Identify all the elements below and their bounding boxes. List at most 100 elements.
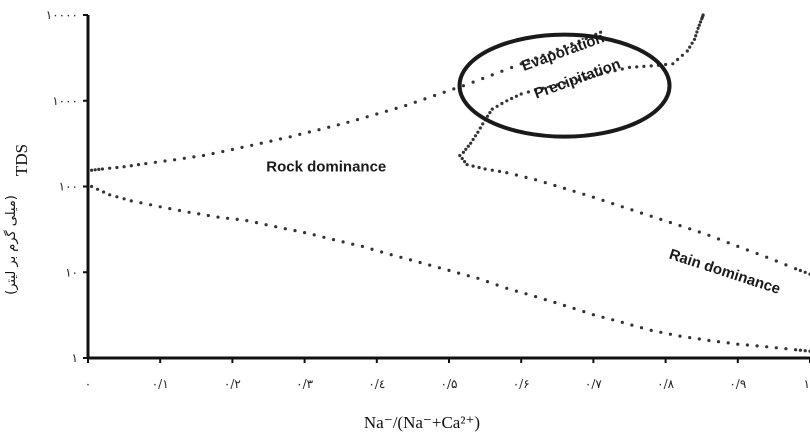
data-point bbox=[139, 201, 143, 205]
data-point bbox=[384, 109, 388, 113]
data-point bbox=[490, 107, 494, 111]
data-point bbox=[408, 258, 413, 262]
data-point bbox=[613, 69, 617, 73]
data-point bbox=[477, 165, 481, 170]
data-point bbox=[288, 135, 292, 139]
data-point bbox=[399, 255, 403, 259]
data-point bbox=[478, 126, 482, 130]
data-point bbox=[541, 53, 545, 57]
data-point bbox=[696, 26, 700, 30]
data-point bbox=[688, 336, 692, 340]
y-tick-label: ۱ bbox=[72, 351, 78, 365]
data-point bbox=[794, 348, 798, 352]
x-tick-label: ۰/۱ bbox=[152, 377, 169, 391]
data-point bbox=[466, 274, 470, 278]
data-point bbox=[582, 192, 586, 196]
data-point bbox=[122, 165, 126, 169]
data-point bbox=[577, 78, 581, 82]
x-tick-label: ۰/۶ bbox=[513, 377, 530, 391]
x-tick-label: ۰/۳ bbox=[296, 377, 313, 391]
data-point bbox=[336, 123, 340, 127]
data-point bbox=[668, 332, 673, 336]
data-point bbox=[389, 253, 393, 257]
data-point bbox=[707, 338, 711, 343]
data-point bbox=[755, 344, 759, 348]
data-point bbox=[307, 130, 311, 134]
data-point bbox=[599, 72, 603, 76]
data-point bbox=[716, 340, 721, 344]
data-point bbox=[476, 130, 480, 134]
data-point bbox=[375, 112, 379, 116]
data-point bbox=[269, 139, 273, 143]
data-point bbox=[562, 44, 567, 49]
data-point bbox=[90, 184, 94, 189]
data-point bbox=[601, 315, 605, 319]
x-tick-label: ۰/۵ bbox=[441, 377, 458, 391]
data-point bbox=[543, 298, 547, 302]
data-point bbox=[555, 83, 559, 87]
data-point bbox=[707, 233, 711, 237]
data-point bbox=[584, 76, 588, 80]
data-point bbox=[216, 215, 220, 219]
data-points bbox=[90, 13, 810, 353]
data-point bbox=[471, 137, 475, 142]
data-point bbox=[351, 242, 355, 246]
data-point bbox=[798, 348, 803, 352]
data-point bbox=[794, 267, 798, 271]
data-point bbox=[505, 171, 509, 175]
data-point bbox=[534, 56, 538, 60]
data-point bbox=[96, 187, 100, 191]
data-point bbox=[115, 165, 119, 170]
data-point bbox=[458, 153, 462, 158]
data-point bbox=[447, 268, 451, 272]
data-point bbox=[659, 217, 663, 221]
y-tick-label: ۱۰ bbox=[65, 265, 78, 279]
data-point bbox=[464, 147, 468, 151]
y-tick-label: ۱۰۰۰ bbox=[52, 94, 78, 108]
data-point bbox=[115, 195, 119, 199]
data-point bbox=[90, 168, 94, 172]
data-point bbox=[490, 73, 494, 77]
data-point bbox=[303, 231, 307, 235]
data-point bbox=[471, 164, 475, 168]
data-point bbox=[519, 92, 523, 96]
y-ticks: ۱ ۱۰ ۱۰۰ ۱۰۰۰ ۱۰۰۰۰ bbox=[46, 8, 88, 365]
data-point bbox=[197, 212, 201, 216]
data-point bbox=[187, 210, 191, 214]
data-point bbox=[93, 168, 97, 172]
data-point bbox=[418, 260, 422, 265]
data-point bbox=[649, 214, 653, 218]
y-tick-label: ۱۰۰ bbox=[59, 180, 78, 194]
data-point bbox=[572, 189, 576, 193]
x-tick-label: ۰/٤ bbox=[368, 377, 385, 391]
data-point bbox=[620, 205, 624, 209]
data-point bbox=[413, 100, 417, 104]
annotation-label: Rain dominance bbox=[667, 246, 782, 298]
data-point bbox=[327, 125, 331, 129]
data-point bbox=[659, 330, 663, 334]
x-tick-label: ۰/۷ bbox=[585, 377, 602, 391]
data-point bbox=[570, 42, 574, 46]
data-point bbox=[97, 167, 101, 171]
data-point bbox=[100, 167, 104, 171]
y-tick-label: ۱۰۰۰۰ bbox=[46, 8, 78, 22]
data-point bbox=[577, 39, 581, 43]
data-point bbox=[627, 65, 632, 69]
data-point bbox=[483, 167, 487, 171]
data-point bbox=[755, 252, 759, 256]
x-ticks: ۰ ۰/۱ ۰/۲ ۰/۳ ۰/٤ ۰/۵ ۰/۶ ۰/۷ ۰/۸ ۰/۹ ۱ bbox=[85, 358, 810, 391]
data-point bbox=[211, 151, 215, 156]
data-point bbox=[360, 244, 364, 248]
data-point bbox=[481, 122, 485, 126]
data-point bbox=[177, 208, 182, 213]
data-point bbox=[798, 268, 803, 273]
data-point bbox=[671, 62, 675, 66]
data-point bbox=[519, 62, 523, 66]
data-point bbox=[158, 205, 162, 209]
data-point bbox=[690, 41, 694, 45]
data-point bbox=[611, 202, 615, 206]
data-point bbox=[726, 241, 730, 245]
data-point bbox=[524, 175, 528, 179]
data-point bbox=[505, 99, 509, 103]
